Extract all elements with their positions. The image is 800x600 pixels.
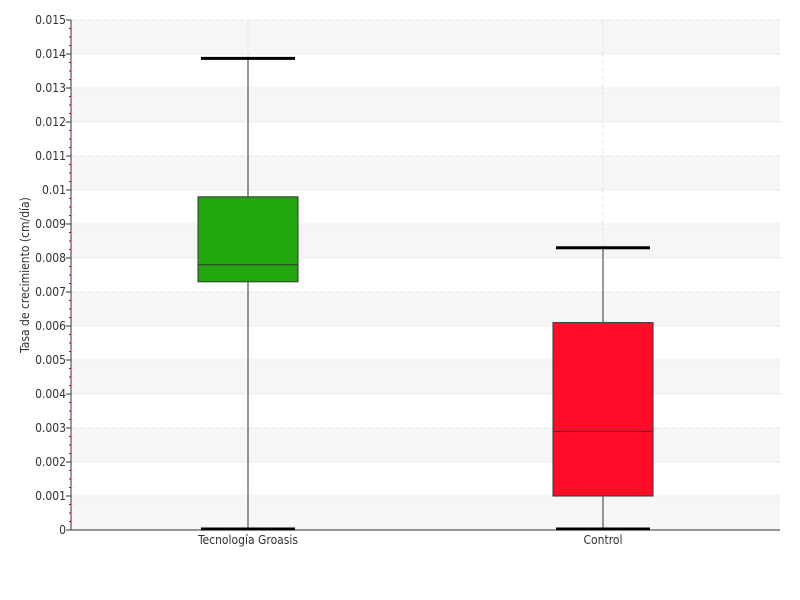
grid-band xyxy=(71,88,780,122)
y-tick-label: 0.014 xyxy=(35,47,66,61)
grid-band xyxy=(71,156,780,190)
grid-band xyxy=(71,20,780,54)
grid-band xyxy=(71,496,780,530)
y-tick-label: 0.013 xyxy=(35,81,66,95)
x-category-label: Tecnología Groasis xyxy=(197,533,298,547)
y-axis-ticks: 0 0.001 0.002 0.003 0.004 0.005 0.006 0.007 0.00… xyxy=(35,13,71,537)
y-tick-label: 0.004 xyxy=(35,387,66,401)
y-tick-label: 0.009 xyxy=(35,217,66,231)
x-axis-labels: Tecnología Groasis Control xyxy=(197,533,623,547)
background-bands xyxy=(71,20,780,530)
y-tick-label: 0.007 xyxy=(35,285,66,299)
grid-band xyxy=(71,292,780,326)
y-tick-label: 0 xyxy=(59,523,66,537)
grid-band xyxy=(71,360,780,394)
y-tick-label: 0.015 xyxy=(35,13,66,27)
box-series xyxy=(197,56,654,531)
y-tick-label: 0.011 xyxy=(35,149,66,163)
y-tick-label: 0.003 xyxy=(35,421,66,435)
y-tick-label: 0.006 xyxy=(35,319,66,333)
y-tick-label: 0.001 xyxy=(35,489,66,503)
box-group xyxy=(552,246,654,531)
grid-band xyxy=(71,224,780,258)
grid-band xyxy=(71,428,780,462)
y-tick-label: 0.012 xyxy=(35,115,66,129)
y-tick-label: 0.002 xyxy=(35,455,66,469)
y-axis-title: Tasa de crecimiento (cm/día) xyxy=(18,197,32,354)
iqr-box xyxy=(197,196,299,283)
y-tick-label: 0.008 xyxy=(35,251,66,265)
box-group xyxy=(197,56,299,531)
iqr-box xyxy=(552,322,654,497)
y-tick-label: 0.01 xyxy=(42,183,66,197)
y-tick-label: 0.005 xyxy=(35,353,66,367)
x-category-label: Control xyxy=(584,533,623,547)
